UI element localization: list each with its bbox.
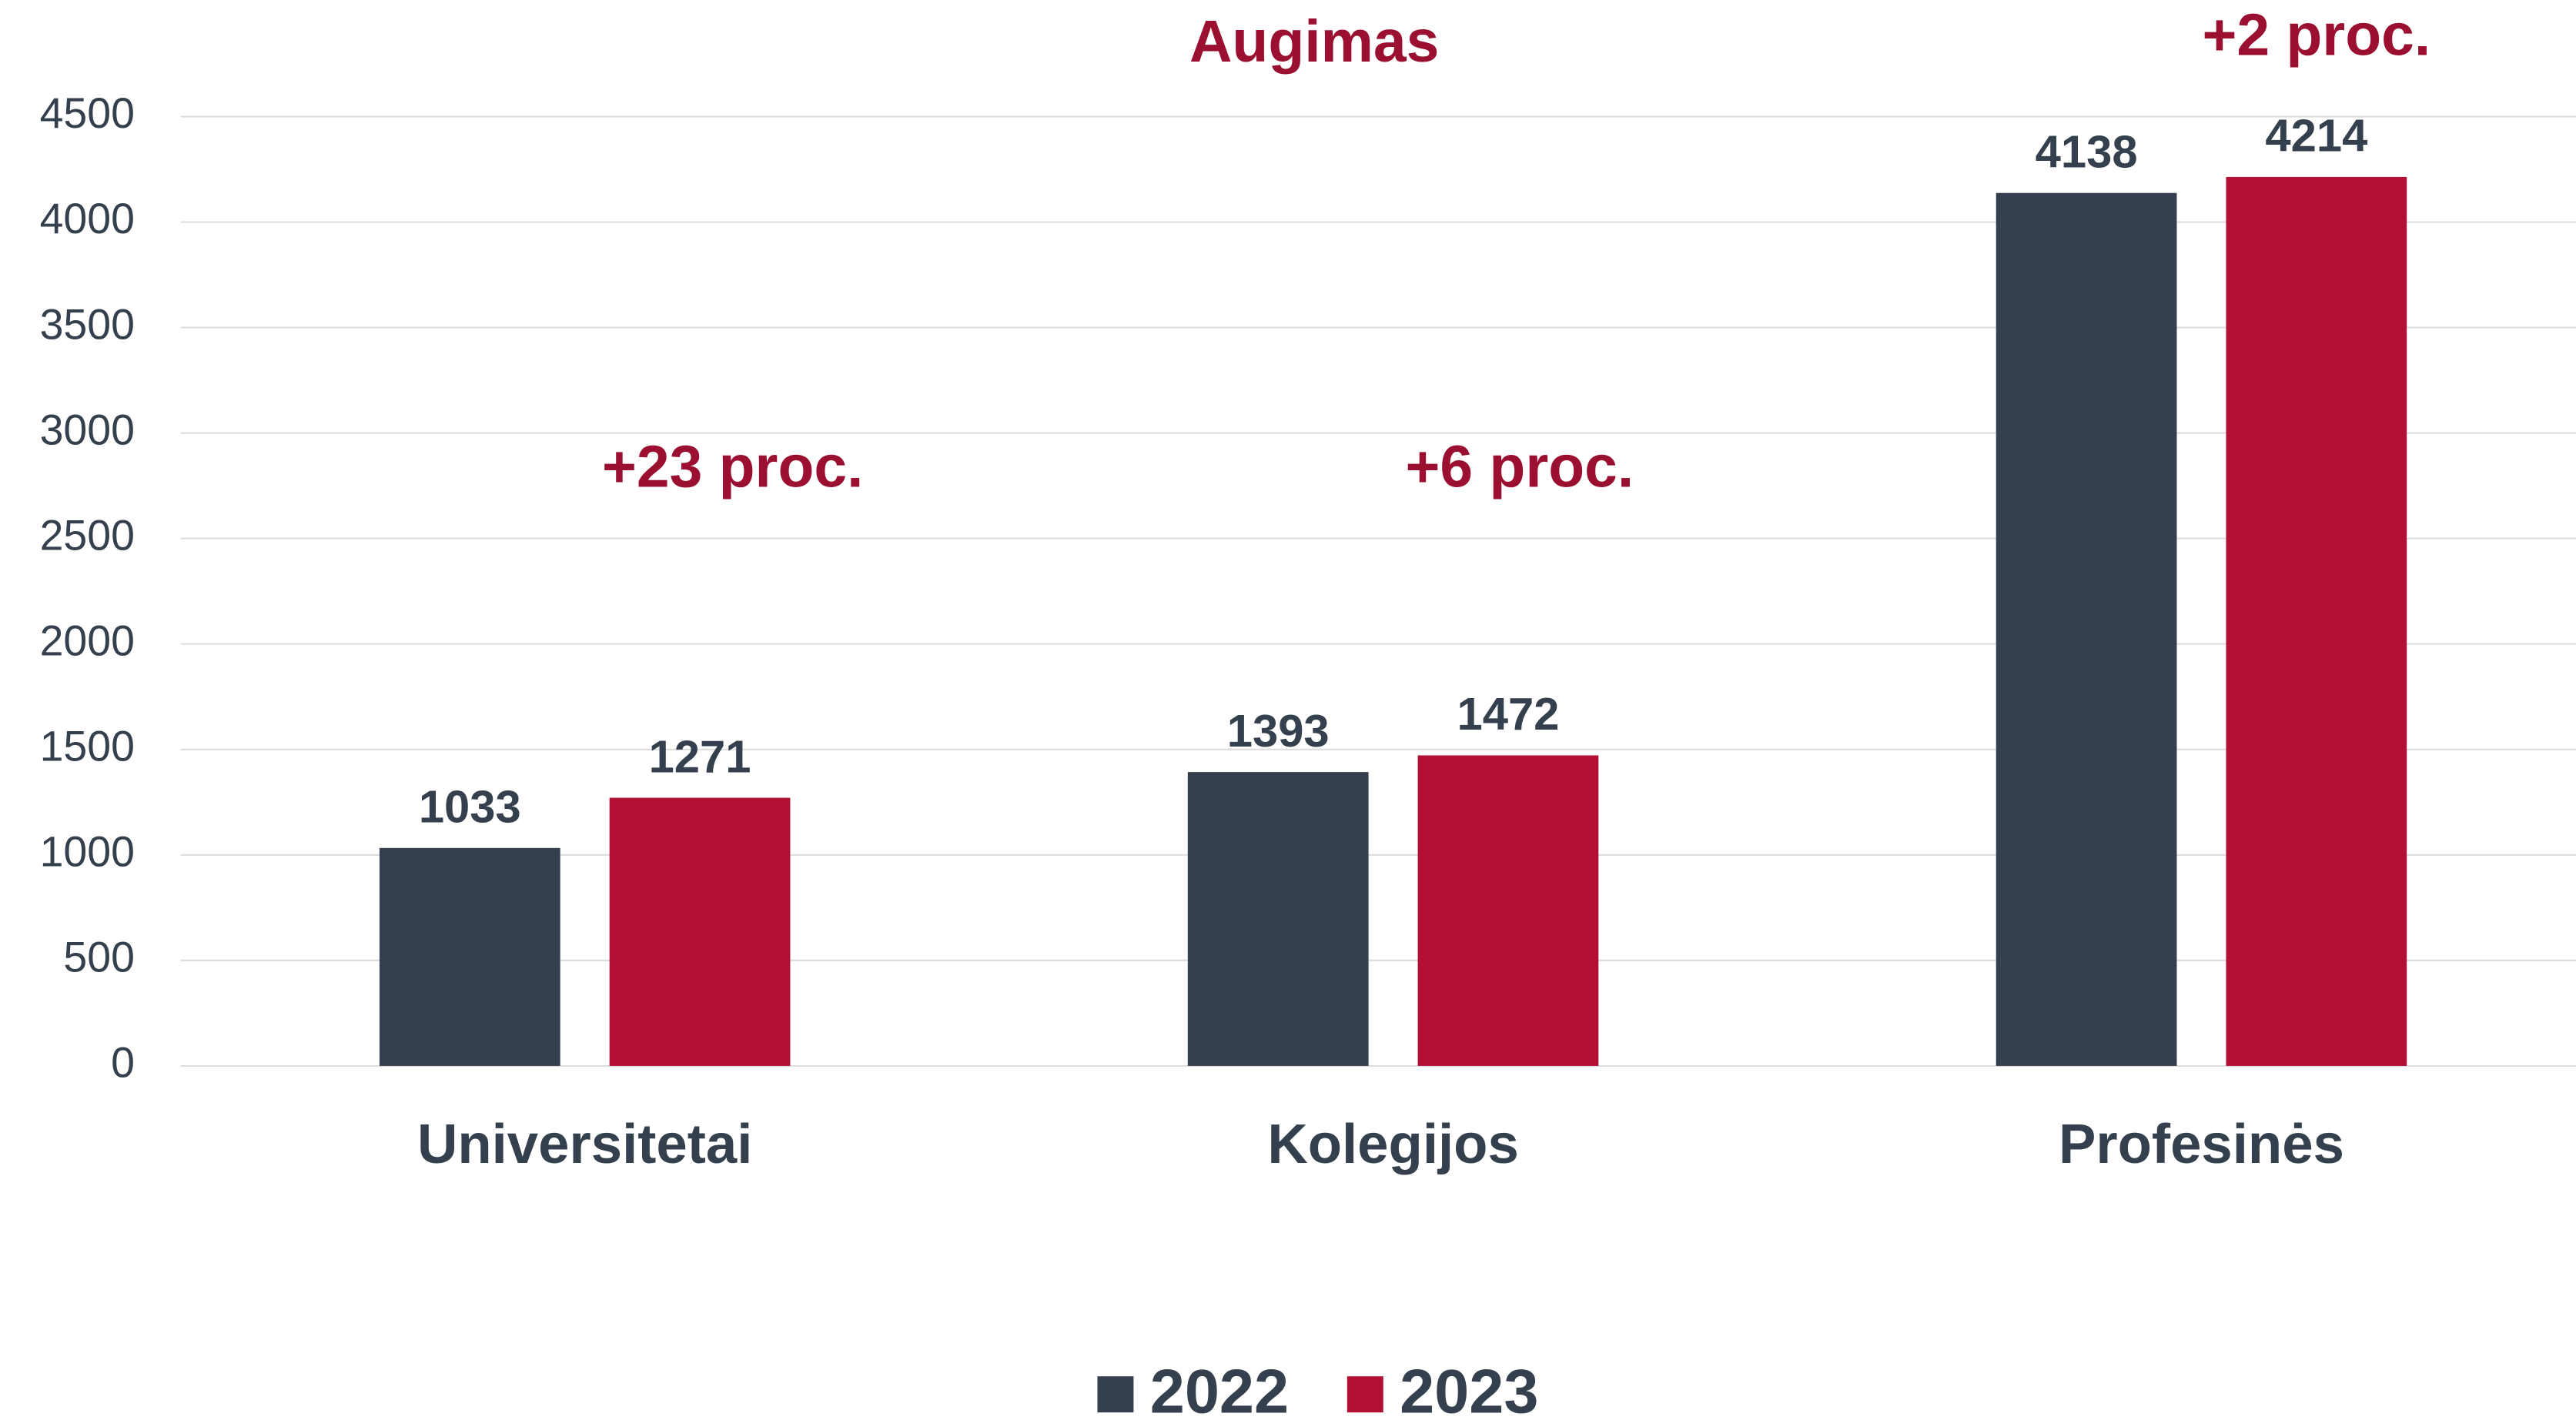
legend-label: 2023 xyxy=(1400,1357,1538,1420)
bar xyxy=(1417,755,1599,1066)
y-tick-label: 1000 xyxy=(40,827,135,875)
bar xyxy=(1187,772,1369,1066)
x-tick-label: Profesinės xyxy=(2059,1113,2344,1175)
x-tick-label: Kolegijos xyxy=(1267,1113,1519,1175)
y-tick-label: 500 xyxy=(63,934,135,981)
bar xyxy=(2226,176,2407,1066)
legend-label: 2022 xyxy=(1150,1357,1289,1420)
annotation: +23 proc. xyxy=(602,434,863,500)
y-tick-label: 2500 xyxy=(40,511,135,559)
value-label: 4138 xyxy=(2036,125,2138,177)
bar xyxy=(379,847,560,1066)
y-tick-label: 4500 xyxy=(40,89,135,137)
annotation: +6 proc. xyxy=(1406,434,1634,500)
y-tick-label: 2000 xyxy=(40,616,135,664)
legend-swatch xyxy=(1097,1376,1134,1413)
y-tick-label: 4000 xyxy=(40,195,135,242)
chart-title: Augimas xyxy=(1189,8,1439,75)
y-tick-label: 3000 xyxy=(40,406,135,453)
x-tick-label: Universitetai xyxy=(417,1113,752,1175)
value-label: 1033 xyxy=(419,780,521,832)
value-label: 1271 xyxy=(649,730,751,782)
legend-swatch xyxy=(1347,1376,1383,1413)
bar xyxy=(1996,192,2177,1066)
y-tick-label: 1500 xyxy=(40,722,135,770)
bar xyxy=(609,797,791,1066)
y-tick-label: 0 xyxy=(111,1039,135,1087)
y-tick-label: 3500 xyxy=(40,300,135,348)
value-label: 4214 xyxy=(2265,110,2367,162)
annotation: +2 proc. xyxy=(2202,2,2430,68)
value-label: 1472 xyxy=(1457,688,1559,740)
value-label: 1393 xyxy=(1227,705,1330,757)
